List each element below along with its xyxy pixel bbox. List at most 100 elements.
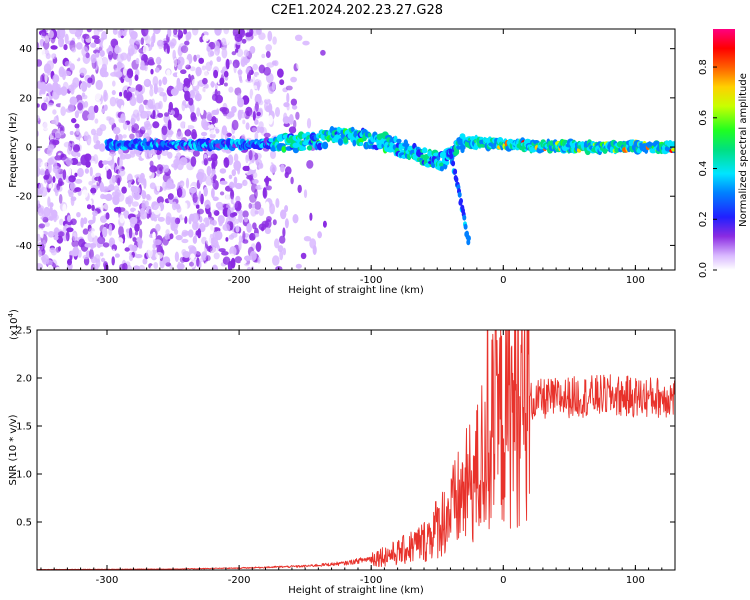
spectrogram-noise-blob [128,227,133,239]
spectrogram-noise-blob [80,217,84,228]
spectrogram-noise-blob [47,216,54,221]
spectrogram-noise-blob [169,233,174,240]
spectrogram-noise-blob [184,90,191,102]
spectrogram-noise-blob [248,150,253,161]
spectrogram-noise-blob [124,247,130,252]
spectrogram-noise-blob [174,85,180,95]
spectrogram-noise-blob [135,84,143,92]
colorbar-tick-label: 0.6 [698,110,709,126]
spectrogram-noise-blob [139,228,143,240]
spectrogram-noise-blob [102,39,110,50]
spectrogram-ridge-blob [281,146,287,152]
spectrogram-noise-blob [87,113,94,121]
spectrogram-noise-blob [231,119,239,131]
spectrogram-noise-blob [37,200,40,207]
spectrogram-noise-blob [282,247,286,256]
spectrogram-noise-blob [141,190,147,200]
spectrogram-noise-blob [47,231,55,238]
spectrogram-noise-blob [213,252,220,260]
spectrogram-noise-blob [185,121,188,131]
spectrogram-noise-blob [251,127,257,132]
spectrogram-ridge-blob [403,139,408,147]
spectrogram-noise-blob [41,254,50,265]
colorbar: 0.0 0.2 0.4 0.6 0.8 Normalized spectral ampl… [698,29,749,278]
spectrogram-noise-blob [123,67,127,76]
spectrogram-noise-blob [300,252,307,260]
spectrogram-ridge-blob [455,148,460,155]
spectrogram-ridge-blob [389,142,395,147]
spectrogram-noise-blob [207,124,215,129]
spectrogram-noise-blob [177,56,185,67]
spectrogram-noise-blob [119,91,123,97]
spectrogram-noise-blob [256,126,261,134]
svg-text:(x104): (x104) [7,309,20,340]
spectrogram-noise-blob [183,29,187,35]
snr-ytick-label: 0.5 [16,518,32,529]
spectrogram-noise-blob [68,175,76,183]
spectrogram-noise-blob [291,104,298,110]
spectrogram-noise-blob [238,240,242,251]
spectrogram-noise-blob [193,54,198,62]
spectrogram-noise-blob [309,212,313,221]
spectrogram-noise-blob [205,175,214,186]
spectrogram-noise-blob [246,223,252,233]
spectrogram-noise-blob [284,218,289,229]
spectrogram-noise-blob [112,80,116,87]
spectrogram-noise-blob [257,80,260,91]
spectrogram-noise-blob [100,257,106,263]
spectrogram-noise-blob [149,84,153,90]
spectrogram-noise-blob [230,189,235,200]
spectrogram-noise-blob [173,29,178,35]
spectrogram-noise-blob [211,264,219,270]
spectrogram-noise-blob [59,29,66,39]
spectrogram-noise-blob [117,133,123,142]
spectrogram-noise-blob [166,44,170,54]
spectrogram-ridge-blob [306,145,313,151]
spectrogram-noise-blob [288,126,297,134]
spectrogram-noise-blob [37,88,40,95]
spectrogram-noise-blob [173,57,178,68]
spectrogram-noise-blob [225,192,230,203]
spectrogram-noise-blob [255,158,263,170]
spectrogram-noise-blob [185,79,191,89]
spectrogram-noise-blob [230,232,238,238]
spectrogram-noise-blob [48,162,52,174]
spectrogram-noise-blob [268,115,273,125]
spectrogram-noise-blob [37,207,44,217]
spectrogram-noise-blob [58,246,61,252]
spectrogram-noise-blob [75,42,83,50]
spectrogram-noise-blob [152,32,156,44]
spectrogram-noise-blob [167,130,174,136]
spectrogram-noise-blob [140,110,148,119]
spectrogram-noise-blob [201,65,207,71]
spectrogram-noise-blob [58,194,63,204]
spectrogram-ridge-blob [292,146,300,154]
spectrogram-noise-blob [90,160,96,168]
spectrogram-noise-blob [204,83,209,89]
spectrogram-noise-blob [132,109,140,118]
spectrogram-noise-blob [165,229,170,236]
spectrogram-noise-blob [40,74,45,84]
spectrogram-noise-blob [102,71,109,78]
spectrogram-noise-blob [48,30,54,39]
spectrogram-noise-blob [104,155,113,161]
spectrogram-noise-blob [152,45,160,56]
spectrogram-noise-blob [265,185,272,191]
spectrogram-noise-blob [271,81,276,91]
spectrogram-noise-blob [200,87,207,94]
spectrogram-noise-blob [102,169,107,180]
spectrogram-noise-blob [196,257,200,267]
spectrogram-noise-blob [151,201,160,211]
spectrogram-noise-blob [185,177,190,189]
spectrogram-noise-blob [221,251,229,256]
spectrogram-noise-blob [285,85,293,91]
spectrogram-noise-blob [199,257,204,263]
spectrogram-noise-blob [112,195,120,206]
spectrogram-ridge-blob [299,146,307,151]
spectrogram-noise-blob [102,160,109,165]
spectrogram-noise-blob [245,154,249,164]
spectrogram-noise-blob [146,194,151,200]
spectrogram-noise-blob [102,194,110,200]
snr-ytick-label: 2.5 [16,326,32,337]
spectrogram-noise-blob [168,104,172,113]
